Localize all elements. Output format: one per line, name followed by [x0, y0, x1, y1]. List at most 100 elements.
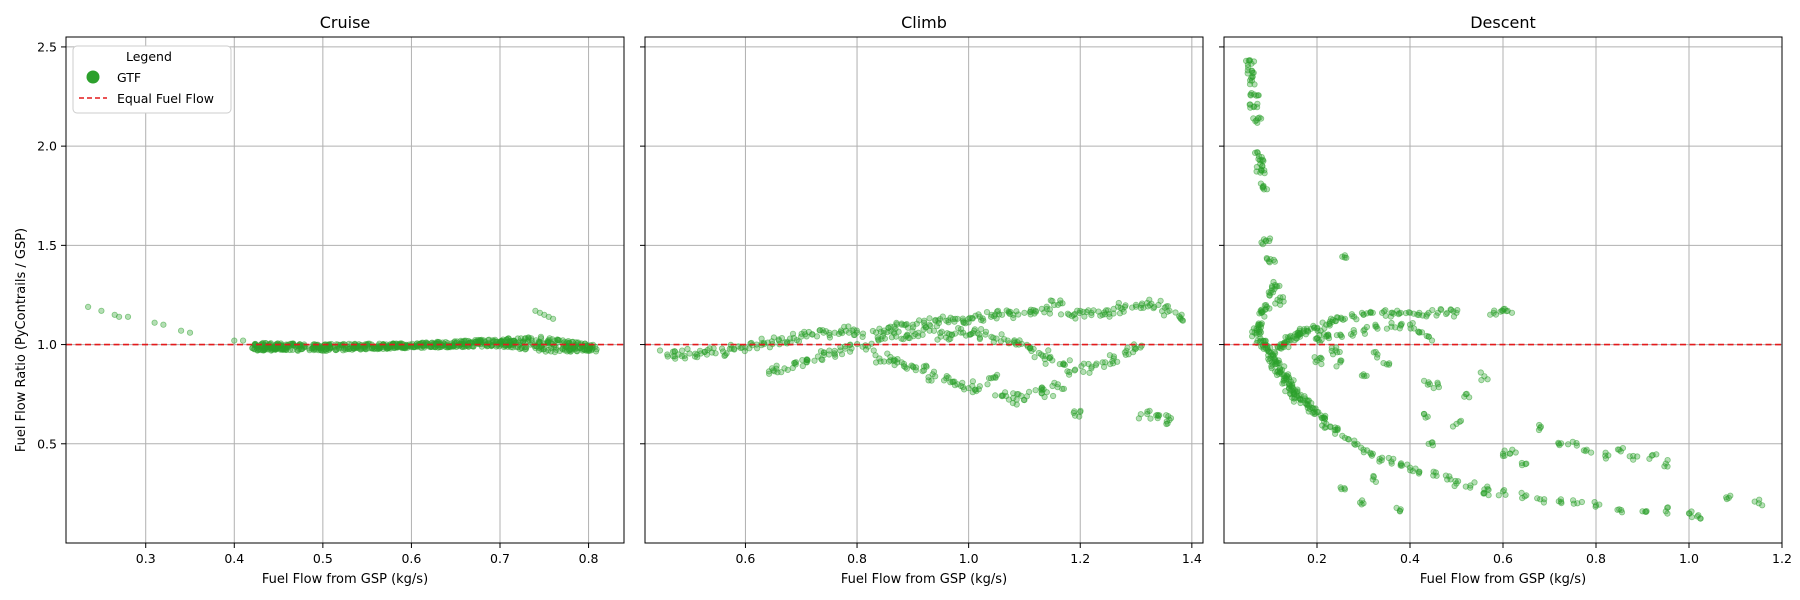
data-point [1114, 358, 1121, 365]
data-point [431, 344, 439, 351]
data-point [1318, 360, 1325, 368]
data-point [1290, 398, 1298, 405]
data-point [1322, 424, 1329, 431]
data-point [1501, 447, 1508, 454]
data-point [1263, 255, 1270, 262]
data-point [1106, 352, 1114, 359]
data-point [327, 344, 334, 351]
data-point [921, 317, 928, 324]
data-point [1289, 381, 1296, 388]
data-point [957, 325, 965, 333]
data-point [982, 328, 990, 335]
data-point [1450, 308, 1457, 315]
data-point [514, 335, 521, 342]
data-point [841, 323, 848, 330]
data-point [1392, 324, 1399, 331]
data-point [554, 336, 561, 344]
data-point [935, 319, 943, 327]
data-point [1259, 308, 1266, 315]
data-point [1429, 442, 1437, 449]
data-point [1759, 502, 1766, 509]
data-point [875, 337, 882, 344]
data-point [1247, 91, 1254, 98]
x-tick-label: 1.2 [1070, 551, 1090, 566]
data-point [1451, 482, 1458, 490]
series-gtf-0 [85, 303, 600, 356]
data-point [902, 364, 909, 371]
data-point [1268, 363, 1275, 370]
data-point [960, 319, 967, 326]
data-point [1506, 450, 1514, 457]
data-point [1150, 305, 1157, 312]
data-point [838, 351, 846, 358]
data-point [186, 329, 194, 336]
data-point [1361, 373, 1368, 380]
data-point [701, 348, 709, 355]
data-point [1353, 316, 1360, 323]
data-point [1643, 507, 1650, 515]
data-point [1321, 418, 1328, 425]
data-point [1450, 313, 1458, 320]
data-point [998, 331, 1005, 338]
data-point [1172, 309, 1179, 316]
data-point [581, 340, 589, 347]
data-point [1072, 366, 1079, 373]
data-point [1245, 64, 1252, 71]
data-point [684, 345, 691, 353]
data-point [1032, 387, 1039, 394]
data-point [993, 308, 1001, 315]
data-point [1085, 307, 1092, 314]
data-point [1081, 313, 1088, 320]
data-point [959, 383, 967, 391]
data-point [1137, 411, 1144, 418]
data-point [1332, 430, 1339, 437]
data-point [1266, 259, 1273, 266]
data-point [1467, 482, 1474, 489]
data-point [903, 320, 910, 328]
data-point [1463, 390, 1470, 397]
data-point [528, 337, 535, 344]
data-point [775, 336, 782, 343]
data-point [969, 315, 976, 322]
data-point [926, 327, 933, 334]
data-point [1119, 305, 1126, 313]
x-tick-label: 1.2 [1772, 551, 1792, 566]
x-tick-label: 0.6 [1493, 551, 1513, 566]
x-tick-label: 0.8 [847, 551, 867, 566]
data-point [947, 379, 954, 386]
data-point [738, 344, 746, 351]
data-point [1480, 490, 1487, 497]
data-point [485, 336, 493, 343]
data-point [1338, 357, 1345, 364]
data-point [1438, 306, 1445, 313]
data-point [753, 345, 761, 352]
data-point [1536, 421, 1543, 429]
data-point [1021, 309, 1028, 316]
data-point [1602, 455, 1610, 462]
data-point [1010, 314, 1017, 322]
data-point [919, 367, 926, 375]
data-point [1462, 483, 1469, 490]
data-point [1588, 449, 1595, 456]
data-point [1248, 74, 1255, 82]
data-point [1429, 306, 1436, 314]
data-point [1477, 369, 1484, 376]
data-point [281, 346, 288, 353]
data-point [1449, 423, 1457, 430]
data-point [1051, 379, 1058, 386]
data-point [1247, 101, 1254, 108]
data-point [1415, 470, 1423, 477]
x-tick-label: 0.8 [1586, 551, 1606, 566]
data-point [894, 359, 901, 366]
data-point [350, 344, 357, 351]
data-point [402, 342, 409, 349]
data-point [994, 307, 1002, 314]
data-point [1443, 310, 1450, 318]
data-point [1271, 285, 1278, 293]
y-tick-label: 0.5 [37, 436, 57, 451]
data-point [1257, 329, 1265, 336]
series-gtf-2 [1243, 57, 1766, 522]
data-point [1332, 424, 1339, 431]
data-point [1370, 473, 1377, 481]
data-point [1407, 325, 1414, 332]
